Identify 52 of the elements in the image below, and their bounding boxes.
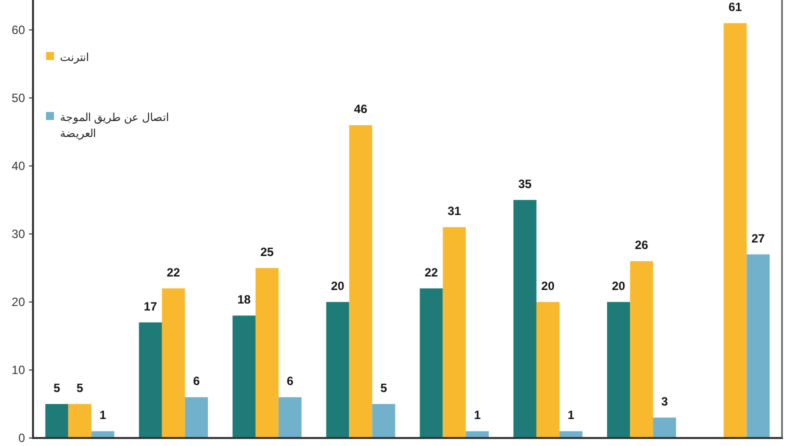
y-tick-label: 50 [12,90,26,105]
data-label: 27 [752,231,766,246]
data-label: 31 [448,204,462,218]
bar [68,404,92,438]
data-label: 20 [541,278,555,293]
data-label: 17 [144,299,158,314]
data-label: 5 [76,380,84,395]
data-label: 35 [518,176,532,191]
bar [349,125,372,438]
bar [138,322,162,438]
y-tick-label: 30 [12,226,26,241]
bar [630,261,654,438]
data-label: 25 [260,244,274,259]
legend-label: اتصال عن طريق الموجة العريضة [60,112,170,140]
bar [653,418,676,438]
legend-label: انترنت [60,52,89,64]
bar [184,397,208,438]
bar [536,302,560,438]
data-label: 20 [331,278,345,293]
y-tick-label: 0 [18,431,26,445]
bar [45,404,68,438]
y-tick-label: 60 [12,22,26,37]
data-label: 26 [634,238,649,252]
bar [278,397,302,438]
data-label: 5 [53,380,60,395]
bar [607,302,630,438]
data-label: 61 [728,0,742,14]
data-label: 1 [568,408,575,422]
bar [442,227,466,438]
bar [232,316,256,438]
bar [326,302,350,438]
data-label: 22 [424,265,438,280]
data-label: 18 [237,292,252,307]
data-label: 3 [661,394,668,409]
bar [162,288,185,438]
bar [420,288,443,438]
data-label: 5 [380,380,388,395]
bar [746,254,770,438]
bar [724,23,747,438]
bar [256,268,279,438]
y-tick-label: 40 [12,158,26,173]
data-label: 1 [474,408,481,422]
data-label: 20 [612,278,626,293]
data-label: 46 [354,102,368,116]
data-label: 22 [166,265,180,280]
bar [513,200,536,438]
data-label: 1 [99,408,106,422]
bar [372,404,396,438]
data-label: 6 [286,374,294,388]
y-tick-label: 10 [12,362,26,377]
y-tick-label: 20 [12,294,26,309]
data-label: 6 [193,374,200,388]
